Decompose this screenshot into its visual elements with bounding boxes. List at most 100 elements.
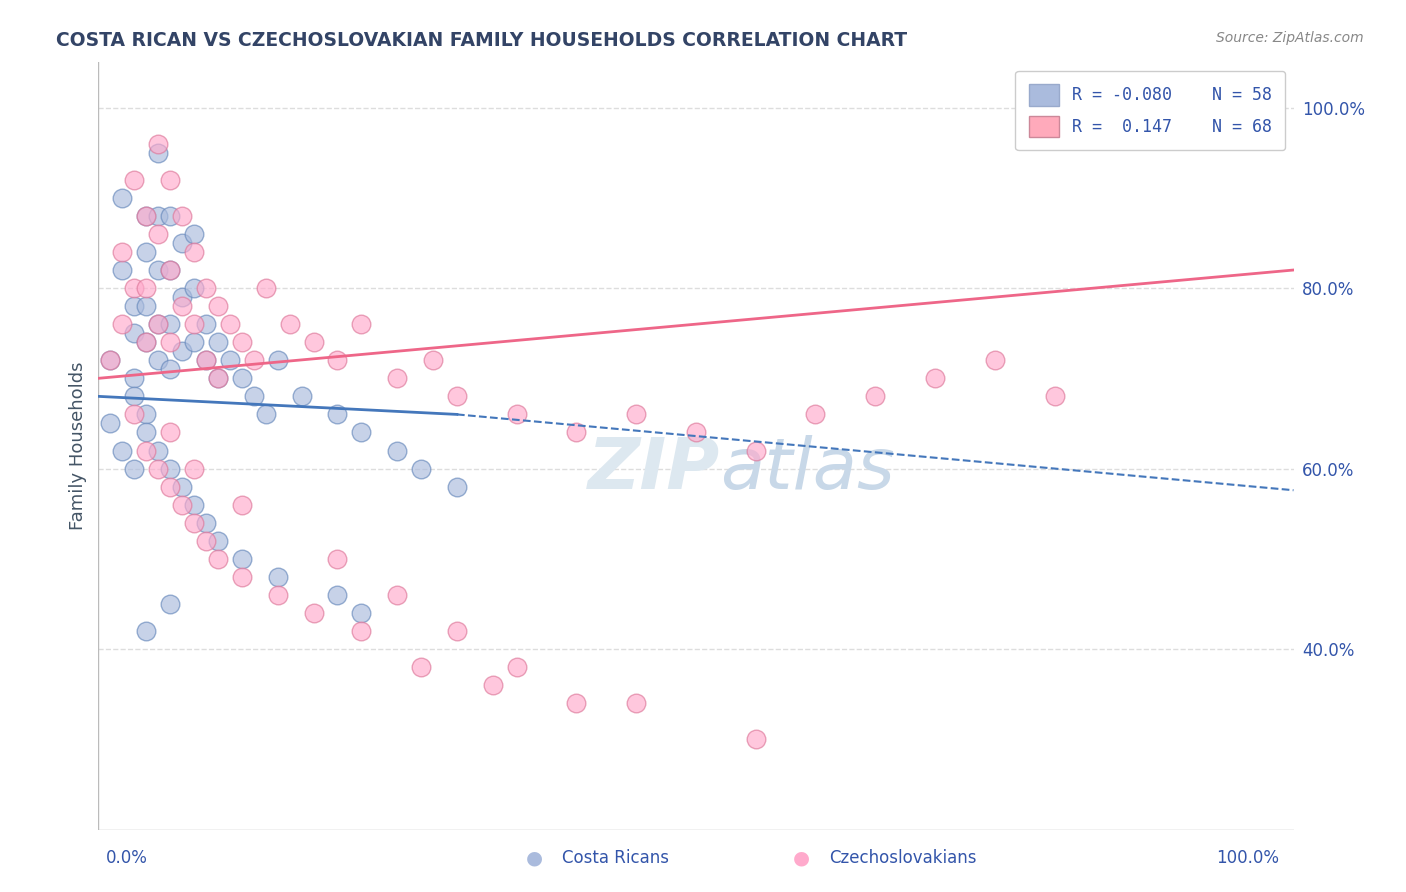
- Point: [350, 624, 373, 638]
- Text: 100.0%: 100.0%: [1216, 849, 1279, 867]
- Point: [385, 443, 409, 458]
- Point: [924, 371, 946, 385]
- Point: [135, 408, 157, 422]
- Point: [685, 425, 707, 440]
- Point: [207, 533, 229, 548]
- Point: [172, 299, 194, 313]
- Point: [446, 389, 468, 403]
- Text: Costa Ricans: Costa Ricans: [562, 849, 669, 867]
- Point: [124, 408, 146, 422]
- Text: Source: ZipAtlas.com: Source: ZipAtlas.com: [1216, 31, 1364, 45]
- Point: [135, 624, 157, 638]
- Text: atlas: atlas: [720, 434, 894, 503]
- Point: [124, 299, 146, 313]
- Point: [243, 389, 266, 403]
- Point: [254, 408, 277, 422]
- Point: [302, 335, 325, 350]
- Point: [111, 263, 134, 277]
- Point: [231, 498, 253, 512]
- Point: [326, 353, 349, 368]
- Point: [350, 425, 373, 440]
- Point: [159, 335, 181, 350]
- Text: 0.0%: 0.0%: [105, 849, 148, 867]
- Point: [195, 533, 218, 548]
- Point: [135, 244, 157, 259]
- Point: [231, 371, 253, 385]
- Point: [111, 191, 134, 205]
- Point: [183, 281, 205, 295]
- Point: [172, 235, 194, 250]
- Point: [148, 209, 170, 223]
- Point: [135, 425, 157, 440]
- Point: [326, 551, 349, 566]
- Point: [159, 209, 181, 223]
- Point: [124, 281, 146, 295]
- Point: [148, 136, 170, 151]
- Text: COSTA RICAN VS CZECHOSLOVAKIAN FAMILY HOUSEHOLDS CORRELATION CHART: COSTA RICAN VS CZECHOSLOVAKIAN FAMILY HO…: [56, 31, 907, 50]
- Point: [385, 371, 409, 385]
- Text: ●: ●: [793, 848, 810, 868]
- Y-axis label: Family Households: Family Households: [69, 362, 87, 530]
- Point: [124, 371, 146, 385]
- Point: [350, 317, 373, 331]
- Point: [183, 244, 205, 259]
- Point: [350, 606, 373, 620]
- Point: [506, 408, 529, 422]
- Point: [135, 335, 157, 350]
- Point: [506, 660, 529, 674]
- Point: [243, 353, 266, 368]
- Point: [626, 408, 648, 422]
- Point: [195, 353, 218, 368]
- Point: [207, 371, 229, 385]
- Point: [219, 353, 242, 368]
- Point: [385, 588, 409, 602]
- Point: [159, 362, 181, 376]
- Point: [446, 480, 468, 494]
- Point: [159, 263, 181, 277]
- Point: [565, 425, 588, 440]
- Point: [745, 732, 768, 747]
- Point: [148, 461, 170, 475]
- Point: [326, 588, 349, 602]
- Point: [231, 335, 253, 350]
- Point: [267, 588, 290, 602]
- Point: [183, 317, 205, 331]
- Point: [159, 173, 181, 187]
- Point: [1043, 389, 1066, 403]
- Point: [172, 344, 194, 359]
- Point: [254, 281, 277, 295]
- Point: [148, 227, 170, 241]
- Point: [135, 281, 157, 295]
- Point: [111, 443, 134, 458]
- Point: [195, 281, 218, 295]
- Text: ●: ●: [526, 848, 543, 868]
- Point: [219, 317, 242, 331]
- Point: [172, 290, 194, 304]
- Point: [1258, 101, 1281, 115]
- Point: [111, 317, 134, 331]
- Point: [148, 317, 170, 331]
- Point: [159, 480, 181, 494]
- Point: [481, 678, 505, 692]
- Point: [172, 209, 194, 223]
- Point: [231, 551, 253, 566]
- Point: [135, 299, 157, 313]
- Point: [865, 389, 887, 403]
- Point: [98, 353, 122, 368]
- Point: [207, 335, 229, 350]
- Point: [745, 443, 768, 458]
- Point: [135, 209, 157, 223]
- Text: Czechoslovakians: Czechoslovakians: [830, 849, 977, 867]
- Point: [124, 389, 146, 403]
- Point: [565, 696, 588, 710]
- Point: [124, 326, 146, 341]
- Point: [195, 516, 218, 530]
- Point: [98, 417, 122, 431]
- Point: [124, 173, 146, 187]
- Point: [159, 317, 181, 331]
- Point: [411, 461, 433, 475]
- Point: [207, 299, 229, 313]
- Point: [183, 461, 205, 475]
- Point: [172, 498, 194, 512]
- Text: ZIP: ZIP: [588, 434, 720, 503]
